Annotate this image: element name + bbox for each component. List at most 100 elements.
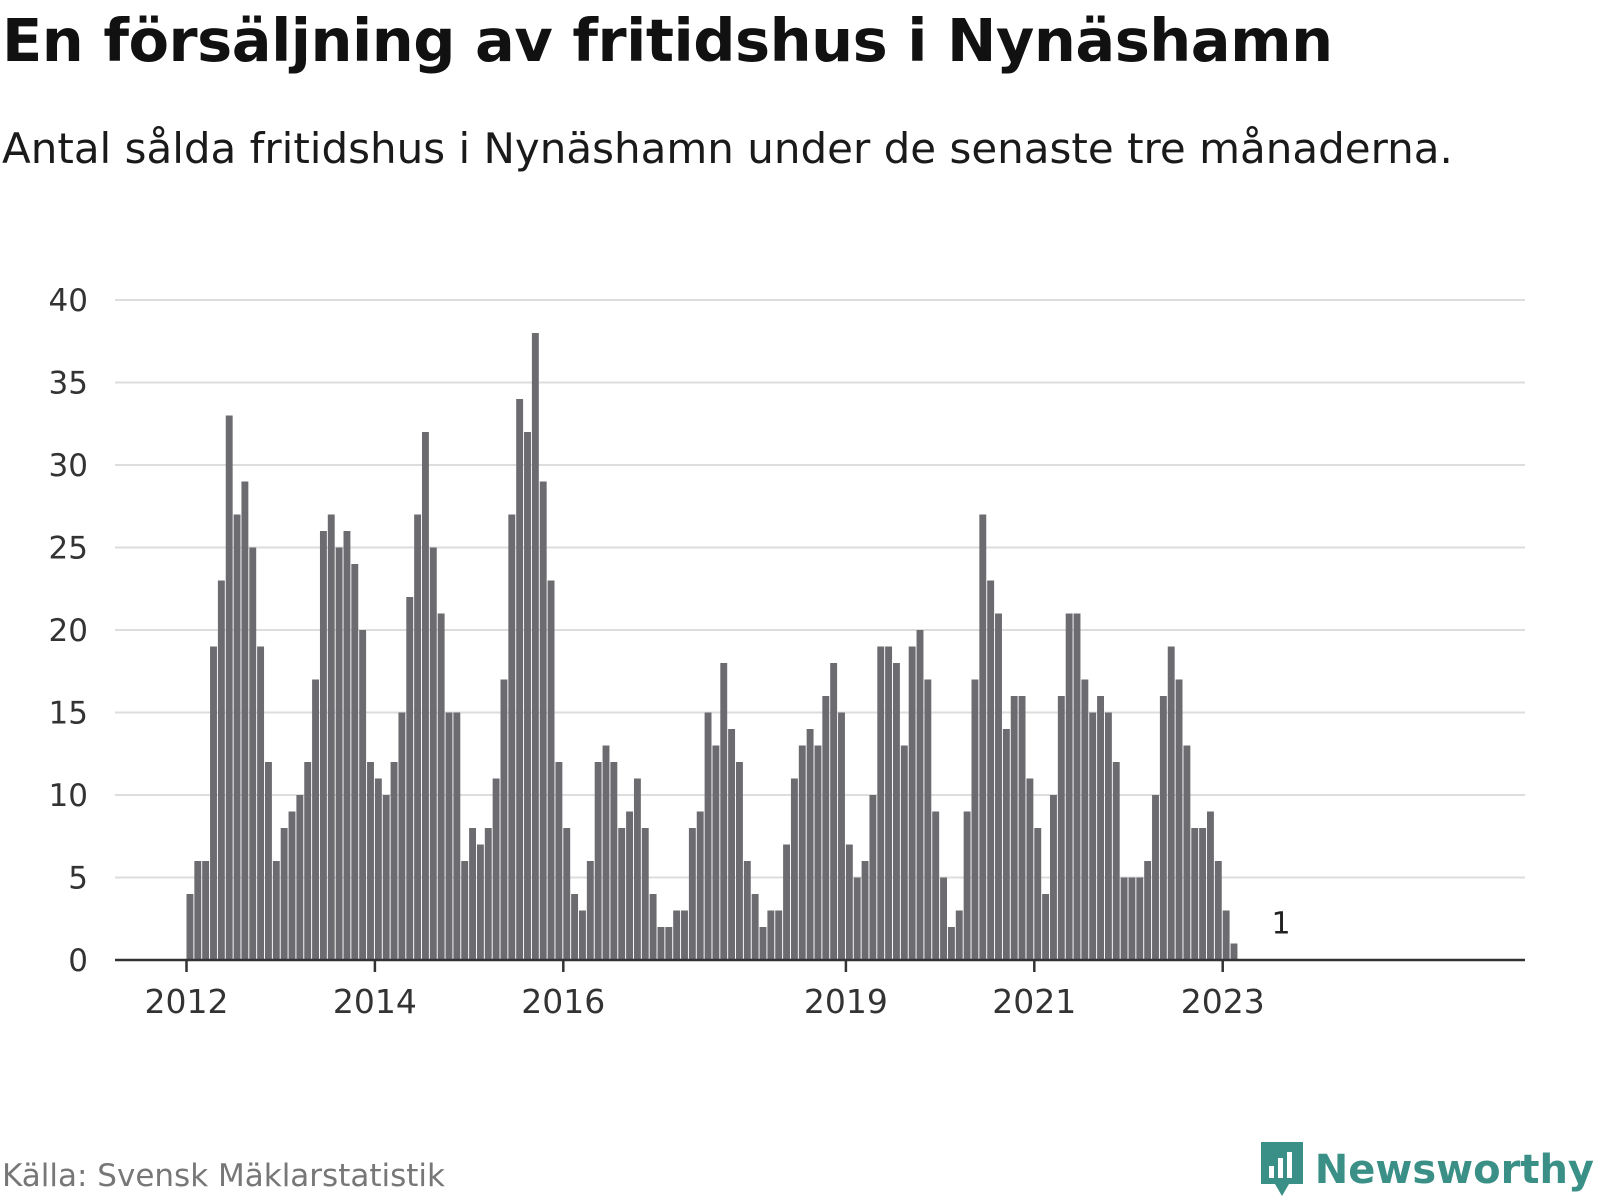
bar <box>1104 712 1112 960</box>
data-label: 1 <box>1272 907 1291 942</box>
bar <box>633 778 641 960</box>
bar <box>602 745 610 960</box>
bar <box>1128 877 1136 960</box>
bar <box>893 663 900 960</box>
bar-chart: 0 5 10 15 20 25 30 35 40 1 2012 2014 2016 2019 2021 202… <box>49 283 1525 1021</box>
bar <box>641 828 649 960</box>
bar <box>1065 613 1073 960</box>
bar-layer <box>186 333 1238 960</box>
bar <box>1222 910 1230 960</box>
bar <box>288 811 296 960</box>
bar <box>217 580 225 960</box>
bar <box>806 729 814 960</box>
bar <box>963 811 971 960</box>
bar <box>500 679 508 960</box>
bar <box>790 778 798 960</box>
bar <box>406 597 414 960</box>
bar <box>696 811 704 960</box>
bar <box>798 745 806 960</box>
bar <box>249 547 257 960</box>
bar <box>838 712 845 960</box>
bar <box>1112 762 1120 960</box>
bar <box>304 762 312 960</box>
bar <box>900 745 908 960</box>
y-tick-label: 30 <box>49 448 88 484</box>
bar <box>775 910 783 960</box>
newsworthy-logo-icon <box>1260 1142 1303 1196</box>
chart-title: En försäljning av fritidshus i Nynäshamn <box>2 6 1333 75</box>
bar <box>987 580 995 960</box>
y-tick-label: 40 <box>49 283 88 319</box>
bar <box>618 828 626 960</box>
bar <box>210 646 217 960</box>
bar <box>822 696 830 960</box>
y-tick-label: 5 <box>68 861 88 897</box>
bar <box>940 877 947 960</box>
bar <box>932 811 940 960</box>
bar <box>1183 745 1191 960</box>
bar <box>1191 828 1199 960</box>
bar <box>924 679 932 960</box>
bar <box>272 861 280 960</box>
bar <box>531 333 539 960</box>
bar <box>1136 877 1144 960</box>
bar <box>1207 811 1214 960</box>
bar <box>1042 894 1050 960</box>
y-tick-label: 15 <box>49 696 88 732</box>
bar <box>681 910 688 960</box>
bar <box>382 795 390 960</box>
bar <box>516 399 524 960</box>
bar <box>296 795 304 960</box>
bar <box>649 894 657 960</box>
bar <box>445 712 453 960</box>
bar <box>869 795 877 960</box>
bar <box>853 877 861 960</box>
bar <box>367 762 374 960</box>
bar <box>437 613 445 960</box>
bar <box>665 927 673 960</box>
bar <box>861 861 869 960</box>
y-tick-label: 0 <box>68 943 88 979</box>
bar <box>579 910 586 960</box>
bar <box>539 481 547 960</box>
bar <box>586 861 594 960</box>
bar <box>845 844 853 960</box>
bar <box>610 762 618 960</box>
chart-subtitle: Antal sålda fritidshus i Nynäshamn under… <box>2 124 1453 173</box>
bar <box>327 514 335 960</box>
bar <box>1152 795 1159 960</box>
bar <box>1002 729 1010 960</box>
bar <box>751 894 759 960</box>
bar <box>257 646 265 960</box>
bar <box>1057 696 1065 960</box>
axis-layer: 0 5 10 15 20 25 30 35 40 1 2012 2014 2016 2019 2021 202… <box>49 283 1525 1021</box>
bar <box>233 514 241 960</box>
bar <box>626 811 633 960</box>
bar <box>547 580 555 960</box>
bar <box>688 828 696 960</box>
bar <box>971 679 979 960</box>
bar <box>657 927 665 960</box>
bar <box>414 514 422 960</box>
bar <box>563 828 571 960</box>
source-note: Källa: Svensk Mäklarstatistik <box>2 1158 445 1194</box>
bar <box>312 679 319 960</box>
x-tick-label: 2021 <box>992 982 1076 1021</box>
bar <box>194 861 202 960</box>
y-tick-label: 25 <box>49 531 88 567</box>
bar <box>476 844 484 960</box>
bar <box>508 514 516 960</box>
bar <box>783 844 790 960</box>
bar <box>390 762 398 960</box>
bar <box>916 630 924 960</box>
bar <box>1199 828 1207 960</box>
bar <box>359 630 367 960</box>
bar <box>979 514 987 960</box>
x-tick-label: 2014 <box>333 982 417 1021</box>
bar <box>461 861 469 960</box>
bar <box>469 828 476 960</box>
bar <box>908 646 916 960</box>
bar <box>1175 679 1183 960</box>
x-tick-label: 2012 <box>145 982 229 1021</box>
bar <box>1018 696 1026 960</box>
